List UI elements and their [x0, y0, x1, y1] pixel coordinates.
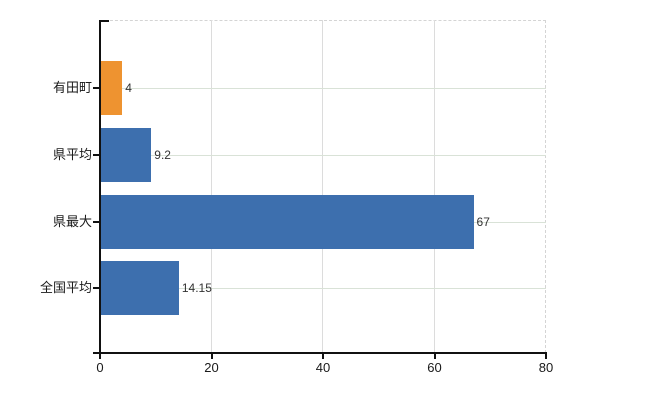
x-axis-tick: [210, 354, 213, 359]
plot-right-border: [545, 20, 546, 353]
x-axis-tick: [433, 354, 436, 359]
bar: [100, 261, 179, 315]
y-axis-tick: [93, 287, 100, 289]
vertical-gridline: [322, 20, 323, 353]
vertical-gridline: [433, 20, 435, 353]
x-tick-label: 80: [538, 360, 554, 375]
y-axis-tick: [93, 87, 100, 89]
horizontal-gridline: [100, 155, 546, 156]
value-label: 67: [476, 215, 490, 229]
x-tick-label: 60: [427, 360, 442, 375]
value-label: 9.2: [154, 148, 171, 162]
category-label: 県平均: [52, 147, 92, 162]
y-axis-top-cap: [100, 20, 109, 22]
plot-top-border: [100, 20, 546, 21]
category-label: 全国平均: [39, 280, 92, 295]
x-axis-line: [93, 352, 547, 354]
bar: [100, 61, 123, 115]
x-tick-label: 20: [204, 360, 219, 375]
y-axis-tick: [93, 154, 100, 156]
x-axis-tick: [545, 354, 547, 359]
x-tick-label: 0: [96, 360, 104, 375]
value-label: 4: [125, 81, 132, 95]
vertical-gridline: [210, 20, 212, 353]
y-axis-line: [99, 20, 101, 354]
value-label: 14.15: [181, 281, 212, 295]
bar: [100, 195, 474, 249]
plot-area: 4 9.2 67 14.15: [100, 20, 546, 353]
x-axis-tick: [322, 354, 324, 359]
category-label: 有田町: [52, 80, 92, 95]
category-label: 県最大: [52, 214, 92, 229]
x-tick-label: 40: [315, 360, 331, 375]
horizontal-gridline: [100, 88, 546, 89]
y-axis-tick: [93, 221, 100, 223]
horizontal-gridline: [100, 288, 546, 289]
bar: [100, 128, 152, 182]
x-axis-tick: [99, 354, 101, 359]
